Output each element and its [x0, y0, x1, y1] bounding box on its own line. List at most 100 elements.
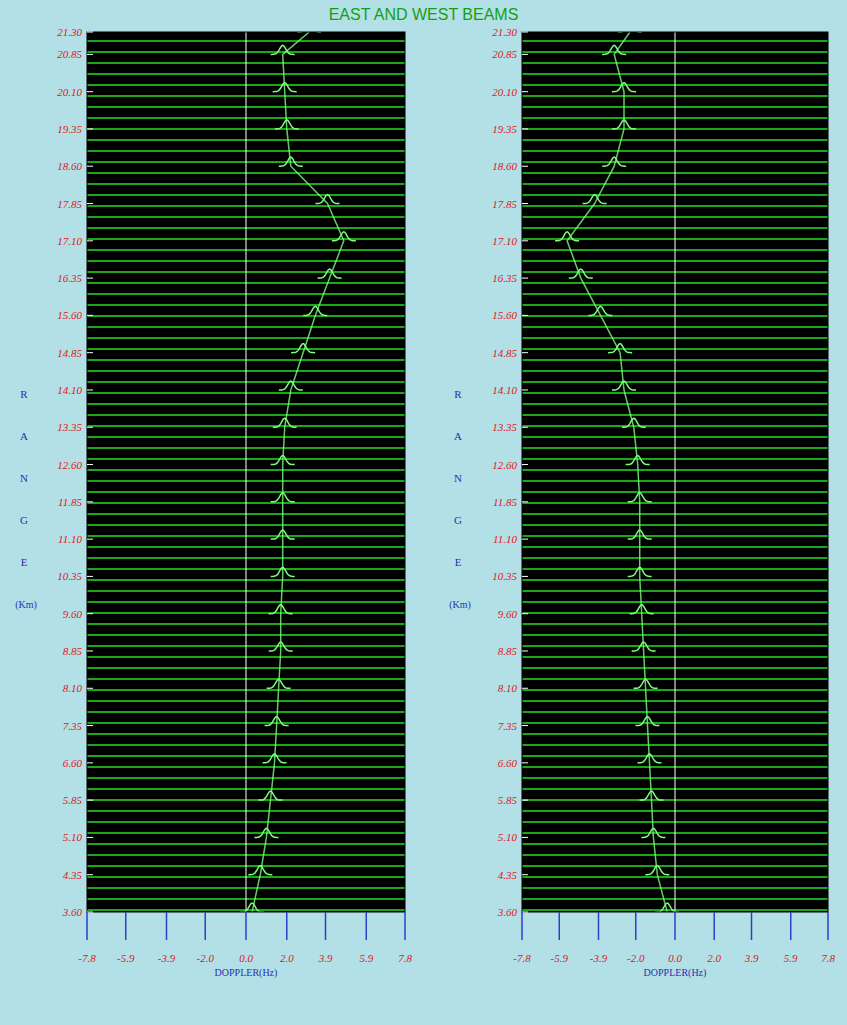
x-tick-label: -5.9 — [551, 952, 569, 964]
spectral-peak — [602, 157, 626, 166]
y-tick-label: 8.85 — [498, 645, 518, 657]
spectral-peak — [248, 866, 272, 875]
y-tick — [87, 688, 93, 689]
y-tick — [522, 427, 528, 428]
spectral-peak — [279, 381, 303, 390]
x-tick — [559, 912, 561, 940]
y-tick — [522, 650, 528, 651]
y-tick — [522, 912, 528, 913]
y-tick-label: 11.10 — [493, 533, 517, 545]
x-axis-title: DOPPLER(Hz) — [644, 967, 707, 979]
spectral-peak — [569, 269, 593, 278]
y-tick-label: 11.85 — [493, 496, 517, 508]
y-tick — [522, 688, 528, 689]
x-tick — [286, 912, 288, 940]
spectral-peak — [263, 754, 287, 763]
x-tick-label: -3.9 — [158, 952, 176, 964]
x-tick-label: -2.0 — [197, 952, 215, 964]
y-tick — [87, 613, 93, 614]
spectral-peak — [273, 83, 297, 92]
y-tick-label: 20.10 — [492, 86, 517, 98]
x-tick-label: 3.9 — [318, 952, 333, 964]
spectral-peak — [240, 903, 264, 912]
y-tick — [522, 352, 528, 353]
y-tick — [522, 91, 528, 92]
x-tick-label: 5.9 — [359, 952, 373, 964]
spectral-peak — [645, 866, 669, 875]
x-axis-spacer — [522, 940, 828, 941]
zero-line — [246, 32, 247, 912]
spectral-peak — [275, 120, 299, 129]
y-tick — [522, 874, 528, 875]
spectral-peak — [612, 83, 636, 92]
x-tick — [674, 912, 676, 940]
y-axis-title: RANGE — [454, 388, 462, 568]
x-tick — [751, 912, 753, 940]
y-tick-label: 12.60 — [57, 459, 82, 471]
panel: 3.604.355.105.856.607.358.108.859.6010.3… — [15, 23, 412, 979]
x-tick — [245, 912, 247, 940]
y-tick — [87, 278, 93, 279]
y-tick — [522, 762, 528, 763]
spectral-peak — [273, 418, 297, 427]
x-tick — [86, 912, 88, 940]
spectral-peak — [626, 456, 650, 465]
y-tick — [87, 389, 93, 390]
peak-line — [567, 32, 667, 912]
x-tick-label: -7.8 — [513, 952, 531, 964]
y-tick — [87, 800, 93, 801]
x-tick-label: 0.0 — [239, 952, 253, 964]
y-tick — [87, 315, 93, 316]
y-tick-label: 20.85 — [492, 48, 517, 60]
panel: 3.604.355.105.856.607.358.108.859.6010.3… — [449, 23, 835, 979]
y-tick — [87, 725, 93, 726]
spectral-peak — [271, 493, 295, 502]
y-tick — [87, 91, 93, 92]
data-group — [240, 32, 356, 912]
spectral-peak — [608, 344, 632, 353]
y-tick — [522, 32, 528, 33]
spectral-peak — [655, 903, 679, 912]
y-tick-label: 4.35 — [498, 869, 518, 881]
y-tick — [87, 32, 93, 33]
y-tick-label: 16.35 — [57, 272, 82, 284]
spectral-peak — [259, 791, 283, 800]
spectral-peak — [555, 232, 579, 241]
spectral-peak — [267, 679, 291, 688]
x-axis-title: DOPPLER(Hz) — [215, 967, 278, 979]
x-tick — [166, 912, 168, 940]
y-tick-label: 12.60 — [492, 459, 517, 471]
y-tick-label: 10.35 — [492, 570, 517, 582]
y-tick — [522, 54, 528, 55]
y-tick-label: 19.35 — [57, 123, 82, 135]
y-tick — [522, 203, 528, 204]
y-tick-label: 8.10 — [498, 682, 518, 694]
spectral-peak — [254, 828, 278, 837]
y-axis-unit: (Km) — [15, 599, 37, 611]
y-tick-label: 8.10 — [63, 682, 83, 694]
y-tick — [87, 464, 93, 465]
y-tick — [522, 539, 528, 540]
y-tick-label: 7.35 — [498, 720, 518, 732]
y-tick-label: 17.10 — [57, 235, 82, 247]
y-tick-label: 15.60 — [492, 309, 517, 321]
x-tick — [325, 912, 327, 940]
y-tick — [87, 874, 93, 875]
spectral-peak — [641, 828, 665, 837]
y-tick — [87, 54, 93, 55]
plot-area — [522, 32, 828, 912]
y-tick-label: 19.35 — [492, 123, 517, 135]
y-tick-label: 11.10 — [58, 533, 82, 545]
y-tick-label: 9.60 — [498, 608, 518, 620]
spectral-peak — [271, 45, 295, 54]
y-axis-unit: (Km) — [449, 599, 471, 611]
x-tick-label: 2.0 — [280, 952, 294, 964]
spectral-peak — [318, 269, 342, 278]
y-tick-label: 14.85 — [57, 347, 82, 359]
y-tick — [87, 576, 93, 577]
spectral-peak — [602, 45, 626, 54]
y-tick-label: 4.35 — [63, 869, 83, 881]
y-tick-label: 5.85 — [63, 794, 83, 806]
y-tick-label: 11.85 — [58, 496, 82, 508]
y-tick-label: 5.10 — [498, 831, 518, 843]
